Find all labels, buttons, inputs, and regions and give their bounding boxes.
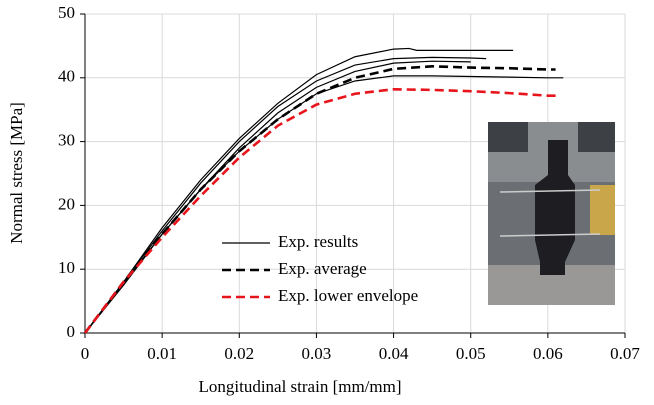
y-axis-label: Normal stress [MPa] bbox=[7, 102, 26, 244]
x-tick-label: 0.03 bbox=[302, 344, 332, 363]
y-tick-label: 10 bbox=[58, 258, 75, 277]
x-axis-label: Longitudinal strain [mm/mm] bbox=[198, 377, 401, 396]
x-tick-label: 0.02 bbox=[224, 344, 254, 363]
y-tick-label: 0 bbox=[67, 322, 76, 341]
series-line bbox=[83, 87, 560, 334]
legend-label: Exp. lower envelope bbox=[278, 286, 418, 305]
series-line bbox=[83, 65, 556, 334]
y-tick-label: 30 bbox=[58, 131, 75, 150]
series-line bbox=[84, 56, 487, 334]
specimen-photo bbox=[488, 122, 615, 305]
x-tick-label: 0.01 bbox=[147, 344, 177, 363]
y-tick-label: 50 bbox=[58, 3, 75, 22]
series-line bbox=[84, 75, 564, 334]
y-tick-label: 20 bbox=[58, 194, 75, 213]
y-tick-label: 40 bbox=[58, 67, 75, 86]
x-tick-label: 0.06 bbox=[533, 344, 563, 363]
legend-label: Exp. average bbox=[278, 259, 367, 278]
x-tick-label: 0.05 bbox=[456, 344, 486, 363]
x-tick-label: 0.04 bbox=[379, 344, 409, 363]
legend-label: Exp. results bbox=[278, 232, 358, 251]
x-tick-label: 0 bbox=[81, 344, 90, 363]
x-tick-label: 0.07 bbox=[610, 344, 640, 363]
series-line bbox=[84, 47, 514, 334]
